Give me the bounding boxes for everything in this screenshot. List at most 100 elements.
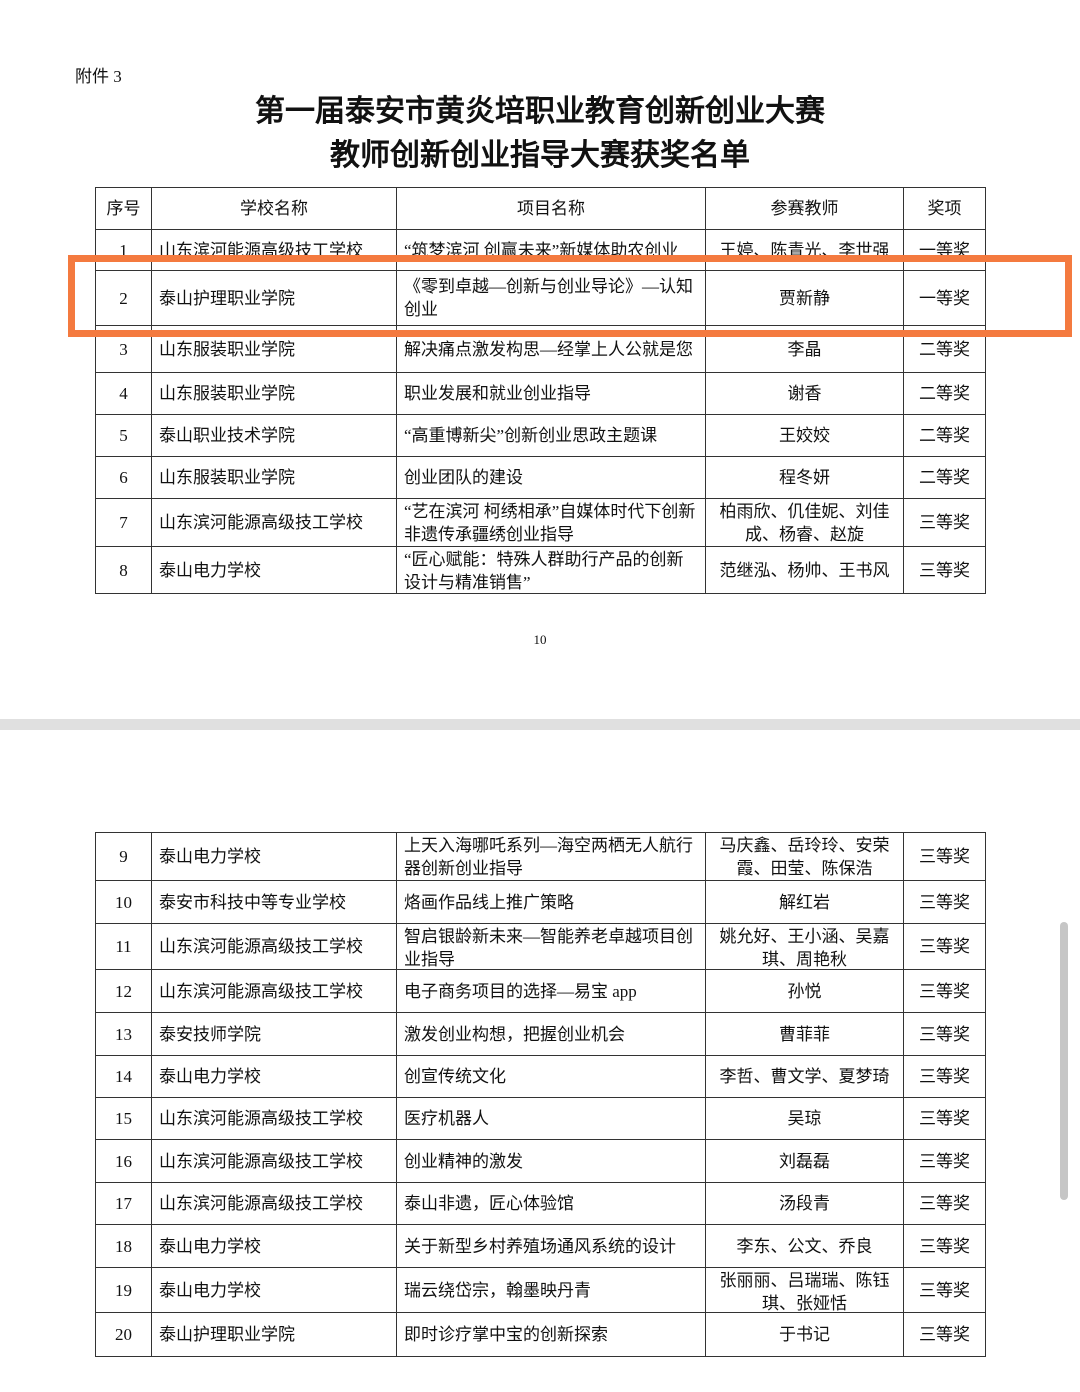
cell-text: 汤段青	[779, 1194, 830, 1213]
cell-text: 二等奖	[919, 339, 970, 359]
table-cell: 职业发展和就业创业指导	[396, 372, 706, 415]
table-cell: 13	[95, 1012, 152, 1056]
table-cell: “高重博新尖”创新创业思政主题课	[396, 414, 706, 457]
cell-text: 泰山电力学校	[159, 847, 261, 866]
cell-text: 泰山职业技术学院	[159, 426, 295, 445]
table-cell: 17	[95, 1182, 152, 1225]
cell-text: 奖项	[927, 199, 962, 218]
cell-text: 序号	[106, 199, 141, 218]
cell-text: 即时诊疗掌中宝的创新探索	[404, 1325, 608, 1344]
table-cell: 三等奖	[903, 1055, 986, 1098]
cell-text: 曹菲菲	[779, 1024, 830, 1044]
table-cell: 16	[95, 1139, 152, 1183]
table-cell: 泰山电力学校	[151, 1224, 397, 1268]
cell-text: 山东滨河能源高级技工学校	[159, 1151, 363, 1171]
table-row: 18 泰山电力学校 关于新型乡村养殖场通风系统的设计 李东、公文、乔良 三等奖	[95, 1224, 986, 1268]
table-cell: 1	[95, 229, 152, 271]
cell-text: 参赛教师	[770, 199, 839, 218]
table-cell: 5	[95, 414, 152, 457]
cell-text: 泰安技师学院	[159, 1024, 261, 1044]
table-cell: 泰安市科技中等专业学校	[151, 880, 397, 924]
cell-text: “筑梦滨河 创赢未来”新媒体助农创业	[404, 240, 679, 260]
table-cell: 刘磊磊	[705, 1139, 904, 1183]
cell-text: 王婷、陈青光、李世强	[719, 240, 890, 260]
table-cell: 汤段青	[705, 1182, 904, 1225]
table-cell: 学校名称	[151, 187, 397, 230]
table-row: 序号 学校名称 项目名称 参赛教师 奖项	[95, 187, 986, 230]
table-cell: 6	[95, 456, 152, 499]
table-cell: 激发创业构想，把握创业机会	[396, 1012, 706, 1056]
cell-text: 创业团队的建设	[404, 468, 523, 487]
cell-text: 泰山电力学校	[159, 560, 261, 580]
cell-text: 医疗机器人	[404, 1109, 489, 1128]
table-cell: 奖项	[903, 187, 986, 230]
cell-text: 泰山电力学校	[159, 1067, 261, 1086]
cell-text: 17	[115, 1194, 132, 1213]
cell-text: 泰山电力学校	[159, 1236, 261, 1256]
table-cell: 三等奖	[903, 1139, 986, 1183]
cell-text: 智启银龄新未来—智能养老卓越项目创业指导	[404, 926, 693, 969]
cell-text: 二等奖	[919, 384, 970, 403]
cell-text: 15	[115, 1109, 132, 1128]
award-table: 序号 学校名称 项目名称 参赛教师 奖项 1 山东滨河能源高级技工学校 “筑梦滨河 创赢未来”…	[95, 187, 986, 594]
highlight-box	[68, 255, 1072, 337]
table-cell: 泰山非遗，匠心体验馆	[396, 1182, 706, 1225]
table-cell: 泰山护理职业学院	[151, 270, 397, 326]
cell-text: “匠心赋能：特殊人群助行产品的创新设计与精准销售”	[404, 549, 684, 592]
cell-text: 2	[119, 288, 128, 308]
title: 第一届泰安市黄炎培职业教育创新创业大赛	[255, 95, 825, 128]
table-cell: 山东滨河能源高级技工学校	[151, 1182, 397, 1225]
cell-text: 王姣姣	[779, 426, 830, 445]
table-cell: 创业团队的建设	[396, 456, 706, 499]
cell-text: 三等奖	[919, 1109, 970, 1128]
cell-text: 张丽丽、吕瑞瑞、陈钰琪、张娅恬	[719, 1270, 890, 1312]
table-cell: 序号	[95, 187, 152, 230]
cell-text: 6	[119, 468, 128, 487]
cell-text: 三等奖	[919, 1325, 970, 1344]
cell-text: 三等奖	[919, 1194, 970, 1213]
table-cell: 山东服装职业学院	[151, 456, 397, 499]
table-cell: 19	[95, 1267, 152, 1313]
cell-text: 3	[119, 339, 128, 359]
table-cell: 山东滨河能源高级技工学校	[151, 1139, 397, 1183]
table-cell: 三等奖	[903, 546, 986, 594]
cell-text: 二等奖	[919, 426, 970, 445]
table-cell: 4	[95, 372, 152, 415]
table-cell: 《零到卓越—创新与创业导论》—认知创业	[396, 270, 706, 326]
table-cell: 二等奖	[903, 456, 986, 499]
table-cell: 即时诊疗掌中宝的创新探索	[396, 1312, 706, 1357]
table-row: 20 泰山护理职业学院 即时诊疗掌中宝的创新探索 于书记 三等奖	[95, 1312, 986, 1357]
page-number: 10	[533, 632, 547, 647]
cell-text: 山东服装职业学院	[159, 384, 295, 403]
table-cell: 2	[95, 270, 152, 326]
cell-text: 10	[115, 892, 132, 912]
table-cell: 山东滨河能源高级技工学校	[151, 923, 397, 970]
table-cell: 三等奖	[903, 498, 986, 547]
table-cell: 三等奖	[903, 969, 986, 1013]
cell-text: 山东滨河能源高级技工学校	[159, 937, 363, 956]
cell-text: 13	[115, 1024, 132, 1044]
cell-text: 关于新型乡村养殖场通风系统的设计	[404, 1236, 676, 1256]
cell-text: 泰山护理职业学院	[159, 1325, 295, 1344]
cell-text: 李东、公文、乔良	[736, 1236, 873, 1256]
cell-text: “高重博新尖”创新创业思政主题课	[404, 426, 658, 445]
cell-text: 三等奖	[919, 847, 970, 866]
table-cell: “匠心赋能：特殊人群助行产品的创新设计与精准销售”	[396, 546, 706, 594]
table-cell: 贾新静	[705, 270, 904, 326]
table-row: 19 泰山电力学校 瑞云绕岱宗，翰墨映丹青 张丽丽、吕瑞瑞、陈钰琪、张娅恬 三等奖	[95, 1267, 986, 1313]
table-cell: 泰山电力学校	[151, 546, 397, 594]
cell-text: 16	[115, 1151, 132, 1171]
cell-text: 三等奖	[919, 937, 970, 956]
table-cell: 创宣传统文化	[396, 1055, 706, 1098]
cell-text: 山东滨河能源高级技工学校	[159, 1194, 363, 1213]
scrollbar[interactable]	[1060, 922, 1068, 1200]
table-cell: 三等奖	[903, 1012, 986, 1056]
cell-text: 三等奖	[919, 892, 970, 912]
cell-text: 吴琼	[787, 1109, 822, 1128]
title: 教师创新创业指导大赛获奖名单	[330, 139, 750, 172]
cell-text: 创业精神的激发	[404, 1151, 523, 1171]
cell-text: 一等奖	[919, 288, 970, 308]
cell-text: 12	[115, 981, 132, 1001]
table-row: 9 泰山电力学校 上天入海哪吒系列—海空两栖无人航行器创新创业指导 马庆鑫、岳玲玲、安…	[95, 832, 986, 881]
table-cell: 泰山职业技术学院	[151, 414, 397, 457]
